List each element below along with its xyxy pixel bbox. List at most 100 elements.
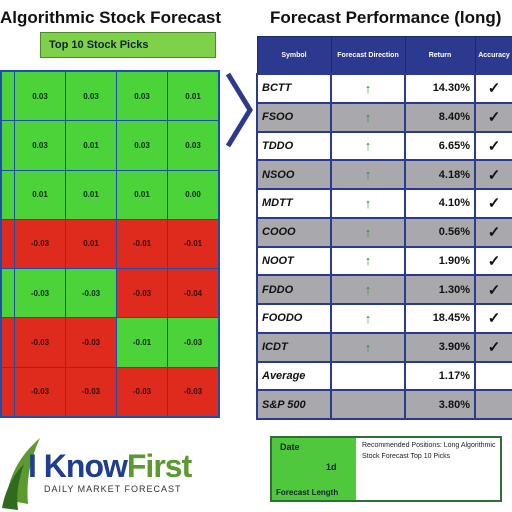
check-icon: ✓ [474,101,512,133]
return-cell: 1.30% [404,274,476,305]
symbol-cell: NSOO [256,159,332,190]
heatmap-cell: -0.04 [168,269,218,318]
heatmap-cell: -0.01 [168,219,218,269]
check-icon: ✓ [474,303,512,334]
heatmap-cell: 0.01 [117,170,167,219]
heatmap-cell: 0.03 [15,121,65,170]
heatmap-cell: -0.01 [117,318,167,367]
direction-arrow-icon: ↑ [330,274,406,305]
card-label-bottom: Forecast Length [276,488,339,497]
table-row: ICDT ↑ 3.90% ✓ [256,331,512,363]
direction-arrow-icon [330,360,406,392]
brand-logo: I KnowFirst [28,448,192,485]
heatmap-cell: -0.03 [168,367,218,416]
direction-arrow-icon: ↑ [330,303,406,334]
heatmap-row-edge [2,72,14,121]
direction-arrow-icon: ↑ [330,159,406,190]
symbol-cell: FOODO [256,303,332,334]
card-green-panel [272,438,356,500]
return-cell: 3.90% [404,331,476,363]
table-row: FDDO ↑ 1.30% ✓ [256,274,512,305]
direction-arrow-icon: ↑ [330,331,406,363]
return-cell: 4.18% [404,159,476,190]
symbol-cell: NOOT [256,245,332,277]
heatmap-cell: 0.01 [66,219,116,269]
arrow-right-icon [225,72,253,148]
direction-arrow-icon [330,389,406,420]
card-label-top: Date [280,442,300,452]
column-header-direction: Forecast Direction [330,36,406,75]
heatmap-cell: 0.01 [66,170,116,219]
symbol-cell: Average [256,360,332,392]
symbol-cell: ICDT [256,331,332,363]
symbol-cell: FSOO [256,101,332,133]
direction-arrow-icon: ↑ [330,73,406,104]
table-row: S&P 500 3.80% [256,389,512,420]
heatmap-cell: -0.03 [66,269,116,318]
symbol-cell: BCTT [256,73,332,104]
heatmap-cell: -0.03 [66,318,116,367]
heatmap-row-edge [2,318,14,367]
direction-arrow-icon: ↑ [330,245,406,277]
column-header-accuracy: Accuracy [474,36,512,75]
check-icon: ✓ [474,73,512,104]
direction-arrow-icon: ↑ [330,188,406,219]
return-cell: 0.56% [404,216,476,248]
symbol-cell: FDDO [256,274,332,305]
heatmap-row-edge [2,121,14,170]
return-cell: 14.30% [404,73,476,104]
table-row: FSOO ↑ 8.40% ✓ [256,101,512,133]
forecast-heatmap: 0.03 0.03 0.03 0.01 0.03 0.01 0.03 0.03 0.01 0.01… [0,70,220,418]
symbol-cell: COOO [256,216,332,248]
heatmap-cell: -0.03 [15,318,65,367]
table-row: MDTT ↑ 4.10% ✓ [256,188,512,219]
heatmap-cell: -0.03 [15,269,65,318]
heatmap-row-edge [2,269,14,318]
heatmap-cell: 0.01 [168,72,218,121]
check-icon: ✓ [474,274,512,305]
table-row: TDDO ↑ 6.65% ✓ [256,130,512,162]
column-header-symbol: Symbol [256,36,332,75]
card-value: 1d [326,462,337,472]
check-icon: ✓ [474,331,512,363]
check-icon: ✓ [474,130,512,162]
left-panel-title: Algorithmic Stock Forecast [0,8,222,27]
return-cell: 1.17% [404,360,476,392]
heatmap-cell: -0.03 [15,219,65,269]
table-row: NSOO ↑ 4.18% ✓ [256,159,512,190]
symbol-cell: S&P 500 [256,389,332,420]
symbol-cell: TDDO [256,130,332,162]
brand-name-highlight: First [126,448,192,484]
heatmap-row-edge [2,170,14,219]
brand-name-part: I Know [28,448,128,484]
check-icon: ✓ [474,188,512,219]
heatmap-cell: -0.03 [117,269,167,318]
table-row: BCTT ↑ 14.30% ✓ [256,73,512,104]
return-cell: 6.65% [404,130,476,162]
leaf-logo-icon [2,438,40,510]
check-icon: ✓ [474,216,512,248]
heatmap-cell: 0.03 [117,72,167,121]
return-cell: 8.40% [404,101,476,133]
direction-arrow-icon: ↑ [330,101,406,133]
heatmap-cell: -0.03 [168,318,218,367]
heatmap-cell: 0.01 [15,170,65,219]
heatmap-cell: -0.01 [117,219,167,269]
table-row: Average 1.17% [256,360,512,392]
heatmap-cell: 0.03 [168,121,218,170]
return-cell: 18.45% [404,303,476,334]
heatmap-cell: 0.01 [66,121,116,170]
check-icon: ✓ [474,159,512,190]
heatmap-cell: -0.03 [117,367,167,416]
performance-table: Symbol Forecast Direction Return Accurac… [256,36,512,420]
brand-tagline: DAILY MARKET FORECAST [44,484,182,494]
heatmap-cell: 0.03 [66,72,116,121]
table-row: COOO ↑ 0.56% ✓ [256,216,512,248]
heatmap-row-edge [2,219,14,269]
card-description: Recommended Positions: Long Algorithmic … [362,442,496,460]
heatmap-cell: 0.03 [117,121,167,170]
return-cell: 1.90% [404,245,476,277]
heatmap-cell: 0.00 [168,170,218,219]
heatmap-cell: -0.03 [15,367,65,416]
symbol-cell: MDTT [256,188,332,219]
